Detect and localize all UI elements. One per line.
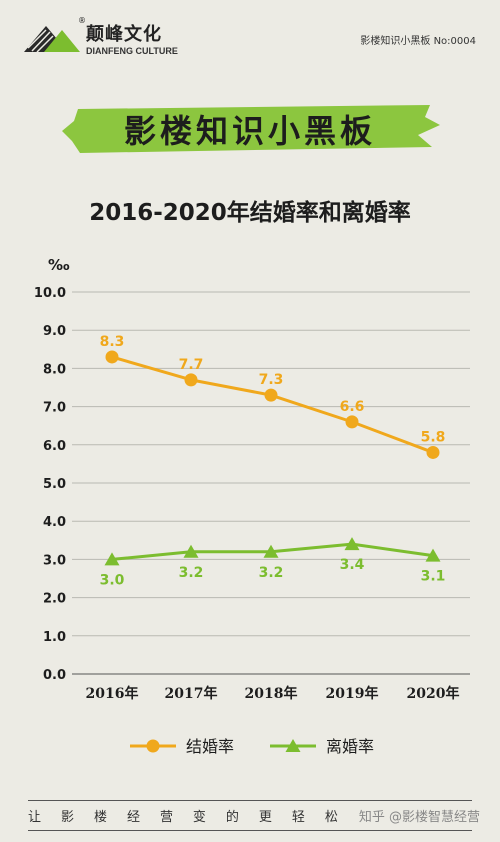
footer-credit: 知乎 @影楼智慧经营 bbox=[358, 810, 480, 825]
slogan-char: 营 bbox=[159, 810, 173, 825]
legend-marker bbox=[285, 739, 301, 752]
slogan-char: 变 bbox=[192, 810, 206, 825]
data-label: 8.3 bbox=[100, 334, 125, 350]
footer-divider-top bbox=[28, 800, 472, 801]
registered-mark: ® bbox=[78, 16, 86, 25]
data-point bbox=[183, 544, 199, 558]
data-point bbox=[264, 388, 278, 402]
y-tick-label: 4.0 bbox=[43, 515, 66, 530]
data-label: 7.7 bbox=[179, 357, 204, 373]
data-label: 5.8 bbox=[421, 429, 446, 445]
data-label: 3.2 bbox=[259, 565, 284, 581]
y-tick-label: 2.0 bbox=[43, 592, 66, 607]
data-label: 6.6 bbox=[340, 399, 365, 415]
slogan-char: 轻 bbox=[291, 810, 305, 825]
footer-slogan: 让影楼经营变的更轻松 bbox=[28, 806, 338, 825]
x-tick-label: 2018年 bbox=[245, 685, 298, 702]
y-tick-label: 5.0 bbox=[43, 477, 66, 492]
data-label: 3.4 bbox=[340, 557, 365, 573]
data-label: 7.3 bbox=[259, 372, 284, 388]
issue-number: 影楼知识小黑板 No:0004 bbox=[360, 36, 476, 47]
slogan-char: 松 bbox=[324, 810, 338, 825]
data-point bbox=[184, 373, 198, 387]
data-label: 3.0 bbox=[100, 572, 125, 588]
slogan-char: 楼 bbox=[93, 810, 107, 825]
legend-label: 结婚率 bbox=[186, 737, 234, 756]
y-tick-label: 6.0 bbox=[43, 439, 66, 454]
data-point bbox=[344, 537, 360, 551]
brand-name-cn: 颠峰文化 bbox=[86, 24, 162, 45]
slogan-char: 影 bbox=[60, 810, 74, 825]
y-axis-unit-label: ‰ bbox=[48, 256, 70, 274]
series-lines: 8.3 7.7 7.3 6.6 5.8 3.0 3.2 3.2 3.4 3.1 bbox=[100, 334, 446, 588]
y-tick-label: 0.0 bbox=[43, 668, 66, 683]
data-point bbox=[425, 548, 441, 562]
y-tick-label: 10.0 bbox=[34, 286, 66, 301]
legend-marker bbox=[146, 739, 160, 753]
y-axis-ticks: 0.0 1.0 2.0 3.0 4.0 5.0 6.0 7.0 8.0 9.0 10.0 bbox=[34, 286, 66, 683]
data-label: 3.2 bbox=[179, 565, 204, 581]
x-tick-label: 2019年 bbox=[326, 685, 379, 702]
x-tick-label: 2016年 bbox=[86, 685, 139, 702]
banner-title: 影楼知识小黑板 bbox=[123, 112, 376, 150]
y-tick-label: 3.0 bbox=[43, 553, 66, 568]
footer-divider-bottom bbox=[28, 830, 472, 831]
data-point bbox=[263, 544, 279, 558]
x-axis-ticks: 2016年 2017年 2018年 2019年 2020年 bbox=[86, 685, 460, 702]
data-point bbox=[345, 415, 359, 429]
banner-brush-stroke bbox=[62, 105, 440, 153]
data-point bbox=[105, 350, 119, 364]
y-tick-label: 9.0 bbox=[43, 324, 66, 339]
y-tick-label: 8.0 bbox=[43, 362, 66, 377]
grid-lines bbox=[72, 291, 470, 675]
y-tick-label: 1.0 bbox=[43, 630, 66, 645]
chart-title: 2016-2020年结婚率和离婚率 bbox=[89, 200, 411, 226]
slogan-char: 让 bbox=[28, 810, 42, 825]
slogan-char: 经 bbox=[126, 810, 140, 825]
data-point bbox=[426, 445, 440, 459]
legend-label: 离婚率 bbox=[326, 737, 374, 756]
y-tick-label: 7.0 bbox=[43, 401, 66, 416]
x-tick-label: 2017年 bbox=[165, 685, 218, 702]
data-label: 3.1 bbox=[421, 569, 446, 585]
mountain-logo-icon bbox=[24, 26, 80, 53]
data-point bbox=[104, 552, 120, 566]
slogan-char: 的 bbox=[225, 810, 239, 825]
legend: 结婚率 离婚率 bbox=[130, 737, 374, 756]
slogan-char: 更 bbox=[258, 810, 272, 825]
x-tick-label: 2020年 bbox=[407, 685, 460, 702]
brand-name-en: DIANFENG CULTURE bbox=[86, 46, 178, 56]
